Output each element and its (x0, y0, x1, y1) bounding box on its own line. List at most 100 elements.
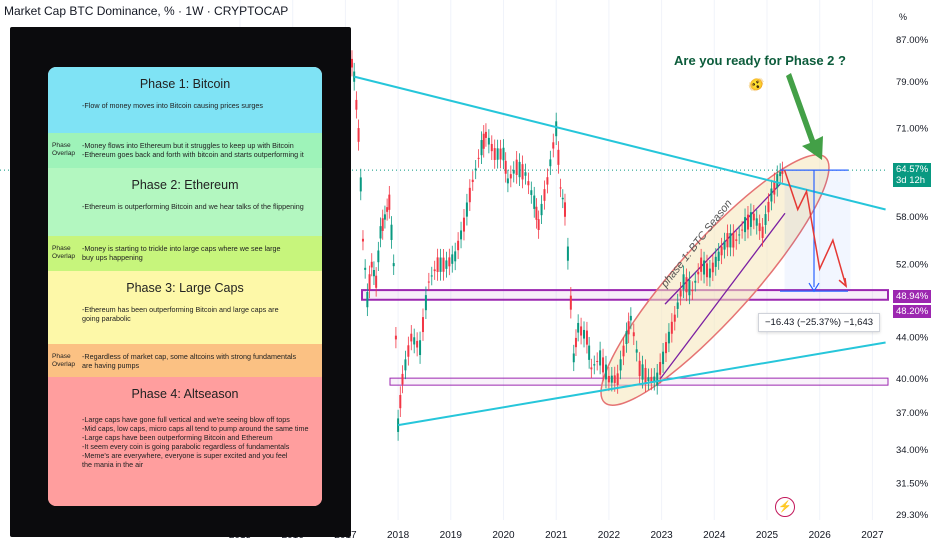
candle-body (394, 335, 397, 340)
candle-body (524, 172, 527, 176)
candle-body (379, 226, 382, 239)
candle-body (504, 160, 507, 174)
candle-body (752, 213, 755, 221)
phase-title: Phase 2: Ethereum (131, 178, 239, 192)
candle-body (375, 275, 378, 288)
candle-body (388, 194, 391, 210)
candle-body (421, 317, 424, 333)
forecast (780, 169, 851, 293)
candle-body (746, 214, 749, 230)
candle-body (738, 234, 741, 236)
shaking-face-icon: 🫨 (748, 77, 765, 92)
target-price-label-2: 48.20% (893, 305, 932, 318)
measure-callout: −16.43 (−25.37%) −1,643 (758, 313, 881, 332)
candle-body (355, 99, 358, 110)
y-axis[interactable]: 87.00% 79.00% 71.00% 58.00% 52.00% 44.00% 40.0… (896, 35, 929, 521)
candle-body (462, 217, 465, 232)
candle-body (392, 263, 395, 267)
phase-band: Phase 1: Bitcoin -Flow of money moves int… (48, 67, 322, 133)
candle-body (468, 187, 471, 203)
candle-body (705, 263, 708, 278)
current-price-label: 64.57% 3d 12h (893, 163, 932, 187)
phase-band: Phase 2: Ethereum -Ethereum is outperform… (48, 168, 322, 236)
candle-body (685, 277, 688, 293)
candle-body (744, 217, 747, 233)
candle-body (533, 195, 536, 209)
candle-body (607, 375, 610, 383)
phase-band: Phase 4: Altseason -Large caps have gone … (48, 377, 322, 506)
x-axis[interactable]: 2015201620172018201920202021202220232024… (229, 530, 884, 541)
candle-body (779, 171, 782, 177)
candle-body (413, 337, 416, 345)
phase-band: Phase 3: Large Caps -Ethereum has been ou… (48, 271, 322, 344)
candle-body (726, 233, 729, 248)
candle-body (527, 181, 530, 186)
overlap-band: Phase Overlap -Money is starting to trick… (48, 236, 322, 271)
candle-body (480, 140, 483, 156)
overlap-label: Phase Overlap (52, 353, 76, 368)
phase-description: -Large caps have gone full vertical and … (82, 415, 309, 469)
candle-body (427, 281, 430, 283)
x-tick-label: 2025 (756, 530, 779, 541)
candle-body (535, 206, 538, 220)
phase-description: -Ethereum has been outperforming Bitcoin… (82, 305, 279, 323)
candle-body (700, 257, 703, 272)
candle-body (477, 157, 480, 159)
candle-body (613, 375, 616, 383)
candle-body (549, 159, 552, 167)
candle-body (638, 360, 641, 377)
candle-body (471, 179, 474, 183)
candle-body (673, 314, 676, 322)
x-tick-label: 2026 (809, 530, 832, 541)
candle-body (588, 345, 591, 360)
candle-body (518, 161, 521, 178)
candle-body (647, 377, 650, 382)
candle-body (667, 331, 670, 344)
candle-body (563, 202, 566, 217)
x-tick-label: 2024 (703, 530, 726, 541)
candle-body (566, 246, 569, 261)
candle-body (635, 349, 638, 353)
target-price-label-1: 48.94% (893, 290, 932, 303)
candle-body (676, 302, 679, 309)
candle-body (487, 137, 490, 145)
candle-body (460, 230, 463, 240)
lightning-icon[interactable]: ⚡ (775, 497, 795, 517)
candle-body (555, 121, 558, 137)
trendline-1 (397, 341, 886, 427)
candle-body (629, 315, 632, 321)
phase-title: Phase 4: Altseason (131, 387, 239, 401)
candle-body (364, 267, 367, 270)
candle-body (546, 177, 549, 185)
candle-body (407, 345, 410, 357)
x-tick-label: 2020 (492, 530, 515, 541)
candle-body (509, 174, 512, 179)
trendline-0 (353, 75, 886, 211)
candle-body (506, 178, 509, 184)
candle-body (732, 232, 735, 248)
overlap-description: -Regardless of market cap, some altcoins… (82, 352, 297, 370)
candle-body (537, 219, 540, 231)
candle-body (767, 201, 770, 213)
candle-body (454, 251, 457, 262)
trendlines (353, 75, 886, 427)
candle-body (381, 218, 384, 231)
y-tick-label: 40.00% (896, 374, 929, 385)
candle-body (659, 362, 662, 375)
candle-body (717, 251, 720, 261)
candle-body (599, 350, 602, 366)
candle-body (368, 274, 371, 290)
candle-body (596, 361, 599, 363)
candle-body (590, 367, 593, 370)
candle-body (691, 289, 694, 292)
candle-body (383, 214, 386, 220)
y-tick-label: 87.00% (896, 35, 929, 46)
candle-body (530, 190, 533, 195)
candle-body (557, 149, 560, 165)
candle-body (496, 148, 499, 160)
candle-body (410, 333, 413, 342)
countdown: 3d 12h (896, 175, 926, 186)
candle-body (399, 394, 402, 409)
phase-title: Phase 1: Bitcoin (139, 77, 231, 91)
candle-body (602, 357, 605, 373)
